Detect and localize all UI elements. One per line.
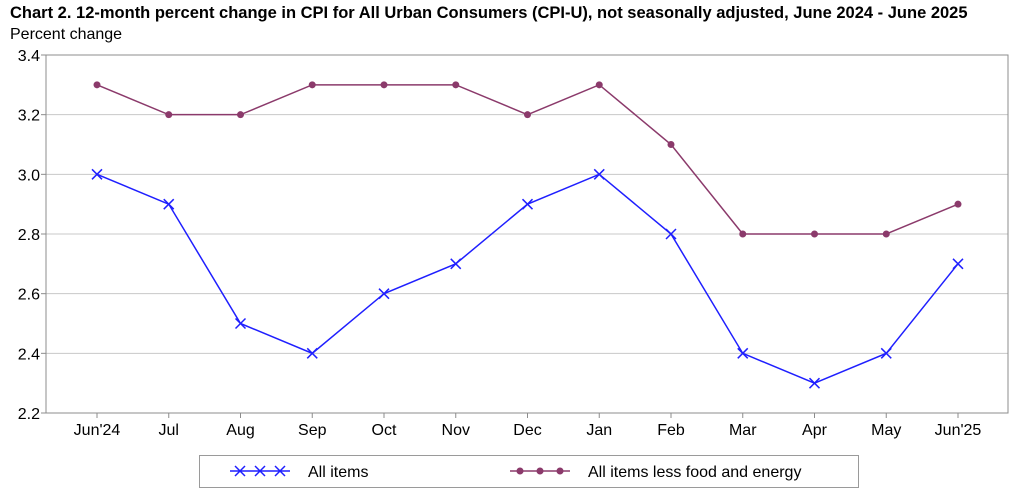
data-point-all-items-less-food-and-energy (165, 111, 173, 119)
data-point-all-items (450, 258, 462, 270)
data-point-all-items-less-food-and-energy (595, 81, 603, 89)
x-tick-label: Mar (729, 422, 757, 439)
series-line-all-items-less-food-and-energy (96, 83, 959, 235)
data-point-all-items-less-food-and-energy (308, 81, 316, 89)
series (91, 81, 964, 389)
data-point-all-items-less-food-and-energy (667, 141, 675, 148)
y-tick-label: 3.2 (18, 108, 40, 125)
legend: All items All items less food and energy (199, 455, 859, 488)
data-point-all-items (593, 168, 605, 180)
x-tick-label: Aug (226, 422, 254, 439)
legend-swatch-core (510, 467, 570, 475)
x-tick-label: Oct (372, 422, 397, 439)
x-tick-label: Nov (442, 422, 470, 439)
x-tick-label: Jul (159, 422, 179, 439)
y-tick-label: 2.4 (18, 346, 40, 363)
data-point-all-items (91, 168, 103, 180)
data-point-all-items (378, 288, 390, 300)
data-point-all-items (521, 198, 534, 210)
data-point-all-items-less-food-and-energy (882, 230, 890, 238)
x-tick-label: Apr (802, 422, 828, 439)
y-axis-label: Percent change (10, 26, 123, 43)
data-point-all-items (880, 347, 892, 359)
x-tick-label: Jan (586, 422, 612, 439)
data-point-all-items-less-food-and-energy (811, 230, 818, 238)
x-tick-label: May (871, 422, 901, 439)
data-point-all-items-less-food-and-energy (954, 200, 962, 208)
data-point-all-items (952, 258, 964, 270)
data-point-all-items (808, 377, 821, 389)
data-point-all-items (163, 198, 175, 210)
data-point-all-items-less-food-and-energy (237, 111, 244, 119)
y-tick-label: 3.4 (18, 48, 40, 65)
y-tick-label: 2.8 (18, 227, 40, 244)
data-point-all-items (737, 347, 749, 359)
data-point-all-items (234, 317, 247, 330)
data-point-all-items-less-food-and-energy (93, 81, 101, 89)
legend-label-all-items-less-food-and-energy: All items less food and energy (588, 464, 802, 481)
data-point-all-items-less-food-and-energy (739, 230, 747, 238)
chart-title: Chart 2. 12-month percent change in CPI … (10, 4, 968, 22)
data-point-all-items-less-food-and-energy (380, 81, 388, 89)
x-tick-label: Dec (513, 422, 541, 439)
axes: 2.2 2.4 2.6 2.8 3.0 3.2 3.4 Jun'24 Jul Aug Sep Oct N… (18, 48, 982, 439)
series-line-all-items (96, 173, 959, 384)
legend-swatch-all-items (230, 465, 290, 477)
x-tick-label: Sep (298, 422, 327, 439)
x-tick-label: Feb (657, 422, 685, 439)
y-tick-label: 3.0 (18, 167, 40, 184)
y-tick-label: 2.6 (18, 287, 40, 304)
legend-label-all-items: All items (308, 464, 369, 481)
data-point-all-items (665, 228, 677, 240)
x-tick-label: Jun'25 (935, 422, 982, 439)
data-point-all-items (306, 347, 318, 359)
data-point-all-items-less-food-and-energy (452, 81, 460, 89)
data-point-all-items-less-food-and-energy (524, 111, 531, 119)
y-tick-label: 2.2 (18, 406, 40, 423)
x-tick-label: Jun'24 (74, 422, 121, 439)
